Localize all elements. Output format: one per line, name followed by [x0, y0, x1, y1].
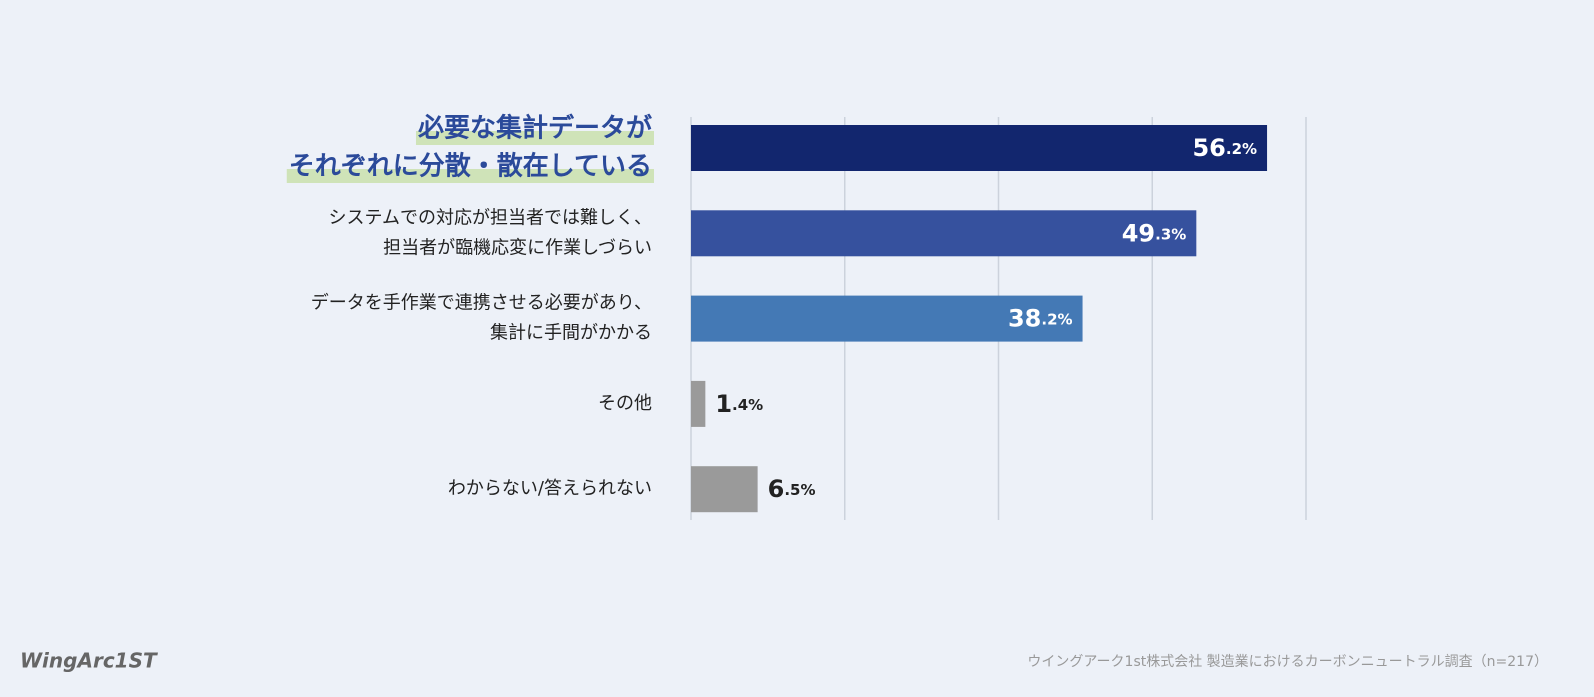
value-label: 56.2% [1192, 134, 1257, 162]
value-label: 38.2% [1008, 305, 1073, 333]
category-label: それぞれに分散・散在している [289, 152, 652, 182]
bar [691, 380, 706, 427]
bar [691, 125, 1268, 171]
value-label: 6.5% [768, 475, 816, 503]
category-label: わからない/答えられない [448, 478, 652, 499]
value-label: 49.3% [1122, 219, 1187, 247]
label-highlight [286, 169, 654, 183]
category-label: データを手作業で連携させる必要があり、 [311, 293, 652, 314]
bar [691, 295, 1083, 342]
category-label: システムでの対応が担当者では難しく、 [329, 207, 652, 228]
category-label: 集計に手間がかかる [490, 323, 652, 344]
bar [691, 210, 1197, 257]
label-highlight [415, 131, 654, 145]
category-label: 必要な集計データが [418, 113, 652, 144]
source: ウイングアーク1st株式会社 製造業におけるカーボンニュートラル調査（n=217… [1027, 654, 1548, 670]
logo: WingArc1ST [20, 649, 158, 673]
category-label: 担当者が臨機応変に作業しづらい [383, 237, 652, 258]
bar [691, 466, 758, 513]
category-label: その他 [598, 393, 652, 414]
value-label: 1.4% [715, 390, 763, 418]
